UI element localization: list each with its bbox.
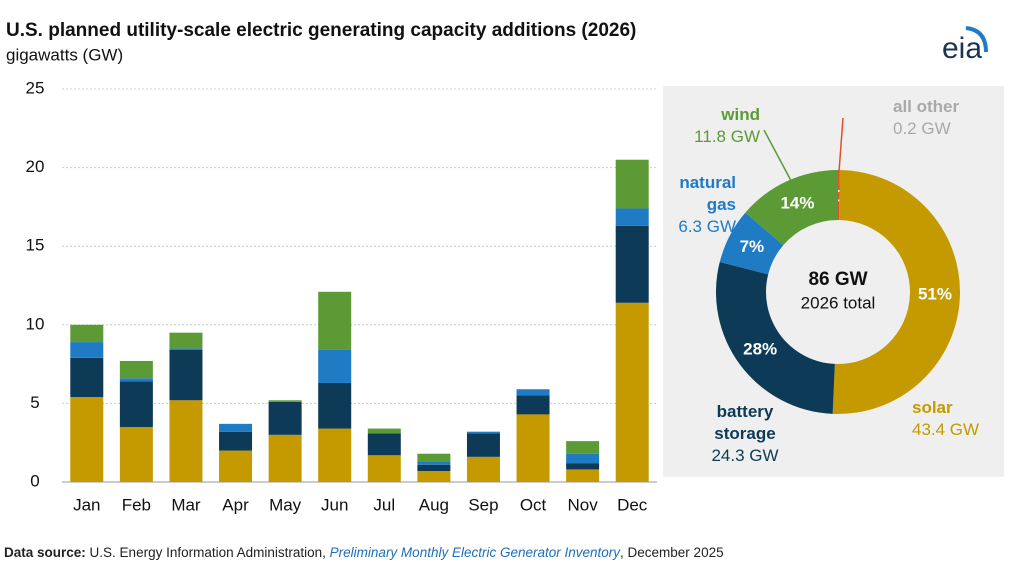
bar-segment [219,450,253,482]
leader-line [838,117,844,173]
bar-segment [318,291,352,350]
slice-name: battery storage [714,402,776,443]
slice-label: all other 0.2 GW [893,96,983,140]
slice-value: 24.3 GW [711,446,779,465]
source-label: Data source: [4,545,86,560]
logo: eia [942,32,982,65]
bar-segment [318,382,352,429]
bar-segment [516,395,550,415]
bar-segment [119,378,153,382]
y-tick-label: 25 [26,78,45,97]
slice-name: solar [912,398,953,417]
source: Data source: U.S. Energy Information Adm… [4,545,724,560]
bar-segment [70,397,104,482]
bar-segment [615,208,649,226]
source-date: , December 2025 [620,545,724,560]
bar-segment [169,348,203,350]
bar-segment [219,423,253,432]
donut-slice [745,170,838,246]
x-tick-label: Jan [73,495,100,514]
bar-segment [615,302,649,482]
chart-title: U.S. planned utility-scale electric gene… [6,20,636,41]
y-tick-label: 15 [26,236,45,255]
x-tick-label: Dec [617,495,648,514]
bar-segment [566,463,600,470]
share-label: 14% [780,193,814,212]
bar-segment [268,401,302,435]
slice-value: 11.8 GW [694,127,760,146]
bar-segment [119,426,153,482]
slice-label: solar 43.4 GW [912,397,1002,441]
slice-name: natural gas [679,173,736,214]
chart-subtitle: gigawatts (GW) [6,45,123,64]
share-label: 51% [918,284,952,303]
x-tick-label: Jun [321,495,348,514]
x-tick-label: Nov [568,495,599,514]
bar-segment [466,433,500,457]
slice-name: all other [893,97,960,116]
donut-slice [716,262,835,414]
bar-segment [169,400,203,482]
bar-segment [516,389,550,396]
bar-segment [417,461,451,465]
x-tick-label: Feb [122,495,151,514]
slice-label: wind 11.8 GW [660,104,760,148]
x-tick-label: Aug [419,495,449,514]
slice-value: 6.3 GW [678,217,736,236]
bar-segment [318,349,352,383]
bar-segment [367,455,401,482]
x-tick-label: Oct [520,495,547,514]
bar-segment [169,349,203,401]
bar-segment [70,357,104,398]
bar-segment [417,470,451,482]
bar-segment [466,456,500,482]
bar-segment [119,360,153,379]
slice-label: natural gas 6.3 GW [655,172,736,238]
x-tick-label: May [269,495,302,514]
bar-segment [367,428,401,434]
donut-slice [832,170,961,414]
bar-segment [219,431,253,451]
bar-segment [268,400,302,402]
bar-segment [119,381,153,427]
bar-segment [367,433,401,456]
bar-segment [417,464,451,471]
bar-segment [566,441,600,454]
share-label: 28% [743,339,777,358]
x-tick-label: Mar [171,495,201,514]
bar-segment [615,225,649,303]
y-tick-label: 20 [26,157,45,176]
share-label: 7% [740,237,765,256]
y-tick-label: 5 [30,393,39,412]
bar-segment [466,431,500,434]
x-tick-label: Sep [468,495,498,514]
bar-segment [417,453,451,462]
y-tick-label: 0 [30,471,39,490]
x-tick-label: Apr [222,495,249,514]
logo-arc [965,26,988,53]
bar-segment [70,324,104,343]
source-text: U.S. Energy Information Administration, [89,545,326,560]
bar-segment [566,453,600,464]
slice-value: 0.2 GW [893,119,951,138]
slice-name: wind [721,105,760,124]
bar-segment [268,434,302,482]
y-tick-label: 10 [26,314,45,333]
donut-slice [719,212,784,275]
bar-segment [70,342,104,358]
source-link[interactable]: Preliminary Monthly Electric Generator I… [329,545,621,560]
bar-segment [566,469,600,482]
center-label: 86 GW [808,269,867,290]
center-sublabel: 2026 total [801,293,876,312]
bar-segment [318,428,352,482]
x-tick-label: Jul [373,495,395,514]
bar-segment [169,332,203,349]
bar-segment [516,414,550,482]
slice-label: battery storage 24.3 GW [690,401,800,467]
slice-value: 43.4 GW [912,420,980,439]
donut-slice [838,170,840,221]
bar-segment [615,159,649,209]
